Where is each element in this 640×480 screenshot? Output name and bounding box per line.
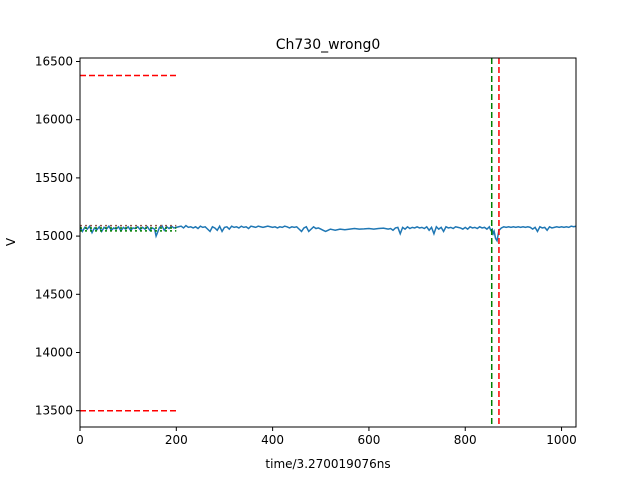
- x-tick-label-400: 400: [261, 433, 284, 447]
- y-tick-label-15500: 15500: [35, 171, 73, 185]
- y-tick-label-14500: 14500: [35, 287, 73, 301]
- x-tick-label-200: 200: [165, 433, 188, 447]
- x-tick-label-1000: 1000: [546, 433, 577, 447]
- x-tick-label-800: 800: [454, 433, 477, 447]
- chart-title: Ch730_wrong0: [276, 37, 381, 53]
- y-tick-label-15000: 15000: [35, 229, 73, 243]
- x-axis-label: time/3.270019076ns: [265, 457, 390, 471]
- y-axis-label: V: [4, 237, 18, 246]
- plot-frame: [79, 57, 577, 428]
- y-tick-label-14000: 14000: [35, 346, 73, 360]
- axes: 0 200 400 600 800 1000 13500 14000 14500 15000 155…: [35, 54, 577, 447]
- x-tick-label-0: 0: [76, 433, 84, 447]
- plot-area: [80, 58, 576, 427]
- x-tick-label-600: 600: [357, 433, 380, 447]
- y-tick-label-13500: 13500: [35, 404, 73, 418]
- series-line-0: [80, 224, 576, 243]
- y-tick-label-16500: 16500: [35, 54, 73, 68]
- y-tick-label-16000: 16000: [35, 113, 73, 127]
